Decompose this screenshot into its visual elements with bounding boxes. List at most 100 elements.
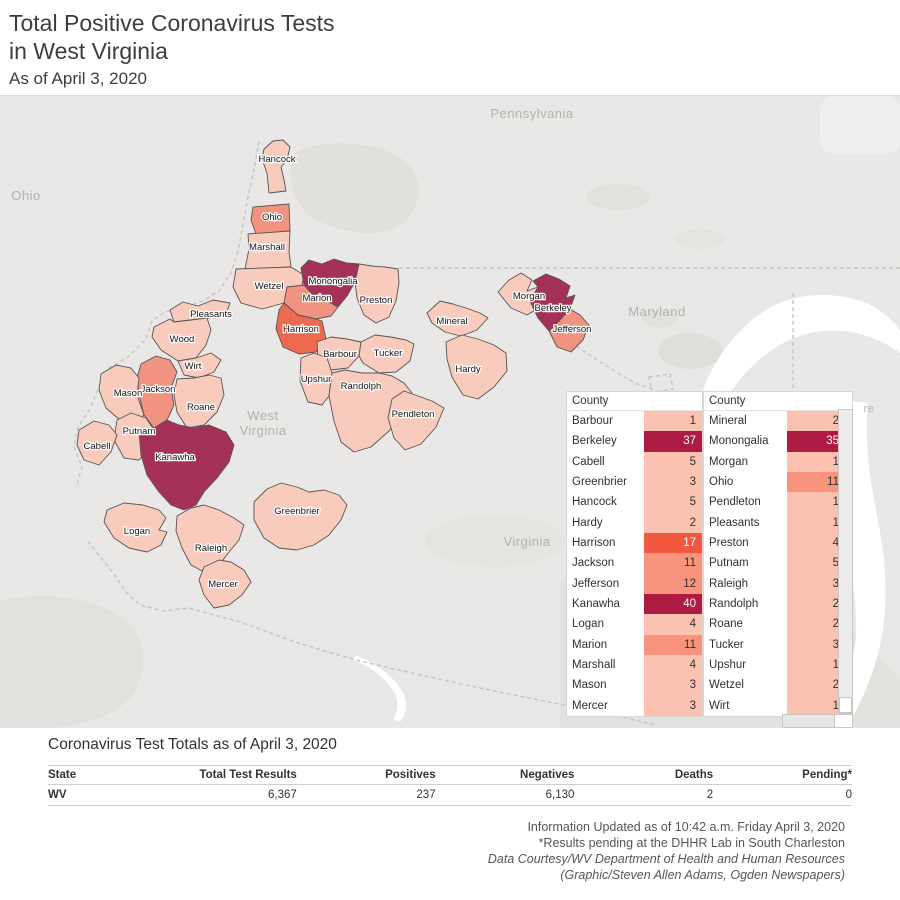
county-name: Marion <box>572 638 608 651</box>
county-shape-tucker[interactable] <box>358 334 415 374</box>
state-label-west-virginia-line2: Virginia <box>239 423 286 438</box>
column-header-state: State <box>48 769 77 781</box>
county-label: Ohio <box>262 212 282 223</box>
county-value: 11 <box>787 471 852 493</box>
county-row[interactable]: Roane 2 <box>704 614 852 635</box>
county-row[interactable]: Pleasants 1 <box>704 512 852 533</box>
county-shape-kanawha[interactable] <box>138 419 235 511</box>
page-title-line2: in West Virginia <box>9 38 168 64</box>
county-value: 1 <box>787 451 852 472</box>
county-row[interactable]: Mineral 2 <box>704 411 852 432</box>
county-row[interactable]: Pendleton 1 <box>704 492 852 513</box>
county-row[interactable]: Berkeley 37 <box>567 431 702 452</box>
county-name: Hancock <box>572 496 617 509</box>
county-label: Upshur <box>301 374 332 385</box>
state-label-maryland: Maryland <box>628 304 685 319</box>
county-row[interactable]: Kanawha 40 <box>567 593 702 615</box>
terrain-patch <box>658 333 722 369</box>
county-row[interactable]: Marion 11 <box>567 634 702 655</box>
county-name: Roane <box>709 618 743 631</box>
column-header-deaths: Deaths <box>674 769 714 781</box>
county-shape-jefferson[interactable] <box>548 308 590 353</box>
county-row[interactable]: Hardy 2 <box>567 512 702 533</box>
county-label: Wood <box>170 334 195 345</box>
horizontal-scrollbar-thumb[interactable] <box>783 715 835 727</box>
county-row[interactable]: Cabell 5 <box>567 451 702 472</box>
county-shape-hancock[interactable] <box>261 139 291 194</box>
county-value: 11 <box>644 553 702 574</box>
summary-title: Coronavirus Test Totals as of April 3, 2… <box>48 736 337 753</box>
county-label: Monongalia <box>308 276 358 287</box>
horizontal-scrollbar[interactable] <box>782 714 853 728</box>
county-shape-jackson[interactable] <box>136 355 178 429</box>
county-value: 5 <box>787 553 852 574</box>
summary-table-row[interactable]: WV 6,367 237 6,130 2 0 <box>48 785 852 806</box>
county-shape-roane[interactable] <box>173 374 225 429</box>
county-name: Kanawha <box>572 598 620 611</box>
county-shape-mineral[interactable] <box>426 300 489 337</box>
county-shape-mason[interactable] <box>98 364 145 423</box>
county-name: Putnam <box>709 557 749 570</box>
county-shape-greenbrier[interactable] <box>253 482 348 551</box>
state-label-virginia: Virginia <box>503 534 550 549</box>
county-label: Jefferson <box>553 324 592 335</box>
county-shape-hardy[interactable] <box>445 334 508 400</box>
county-row[interactable]: Mercer 3 <box>567 695 702 716</box>
county-row[interactable]: Putnam 5 <box>704 553 852 574</box>
county-label: Raleigh <box>195 543 227 554</box>
footer-pending-note: *Results pending at the DHHR Lab in Sout… <box>538 836 845 850</box>
county-row[interactable]: Preston 4 <box>704 532 852 554</box>
county-label: Preston <box>360 295 393 306</box>
county-label: Roane <box>187 402 215 413</box>
county-row[interactable]: Jackson 11 <box>567 553 702 574</box>
county-row[interactable]: Barbour 1 <box>567 411 702 432</box>
county-label: Logan <box>124 526 150 537</box>
county-label: Jackson <box>141 384 176 395</box>
county-value: 2 <box>787 593 852 615</box>
county-row[interactable]: Jefferson 12 <box>567 573 702 594</box>
county-shape-logan[interactable] <box>103 502 168 553</box>
county-row[interactable]: Hancock 5 <box>567 492 702 513</box>
county-label: Mercer <box>208 579 238 590</box>
county-name: Jefferson <box>572 577 620 590</box>
county-label: Kanawha <box>155 452 195 463</box>
county-row[interactable]: Logan 4 <box>567 614 702 635</box>
county-shape-wood[interactable] <box>151 317 212 362</box>
county-table-header: County <box>704 392 852 411</box>
county-value: 3 <box>787 573 852 594</box>
county-value: 3 <box>644 675 702 696</box>
county-row[interactable]: Marshall 4 <box>567 654 702 676</box>
county-shape-preston[interactable] <box>354 263 400 324</box>
county-shape-wirt[interactable] <box>177 352 222 379</box>
county-row[interactable]: Harrison 17 <box>567 532 702 554</box>
summary-table: State Total Test Results Positives Negat… <box>48 765 852 806</box>
column-header-negatives: Negatives <box>520 769 575 781</box>
county-row[interactable]: Mason 3 <box>567 675 702 696</box>
choropleth-map[interactable]: Pennsylvania Ohio Maryland West Virginia… <box>0 95 900 728</box>
county-row[interactable]: Wirt 1 <box>704 695 852 716</box>
county-row[interactable]: Morgan 1 <box>704 451 852 472</box>
vertical-scrollbar-thumb[interactable] <box>839 697 852 713</box>
vertical-scrollbar[interactable] <box>838 409 853 714</box>
county-name: Jackson <box>572 557 615 570</box>
county-row[interactable]: Monongalia 35 <box>704 431 852 452</box>
county-row[interactable]: Raleigh 3 <box>704 573 852 594</box>
county-label: Wetzel <box>255 281 284 292</box>
county-shape-pendleton[interactable] <box>387 390 445 451</box>
county-row[interactable]: Wetzel 2 <box>704 675 852 696</box>
county-shape-mercer[interactable] <box>198 559 252 609</box>
county-value: 2 <box>787 675 852 696</box>
county-label: Tucker <box>374 348 403 359</box>
summary-pending: 0 <box>845 789 852 801</box>
county-row[interactable]: Tucker 3 <box>704 634 852 655</box>
county-row[interactable]: Upshur 1 <box>704 654 852 676</box>
county-row[interactable]: Greenbrier 3 <box>567 471 702 493</box>
county-shape-cabell[interactable] <box>76 420 118 466</box>
county-row[interactable]: Randolph 2 <box>704 593 852 615</box>
county-name: Pendleton <box>709 496 761 509</box>
county-shape-raleigh[interactable] <box>175 504 245 573</box>
county-value: 1 <box>787 654 852 676</box>
county-name: Monongalia <box>709 435 769 448</box>
county-row[interactable]: Ohio 11 <box>704 471 852 493</box>
county-value: 5 <box>644 492 702 513</box>
